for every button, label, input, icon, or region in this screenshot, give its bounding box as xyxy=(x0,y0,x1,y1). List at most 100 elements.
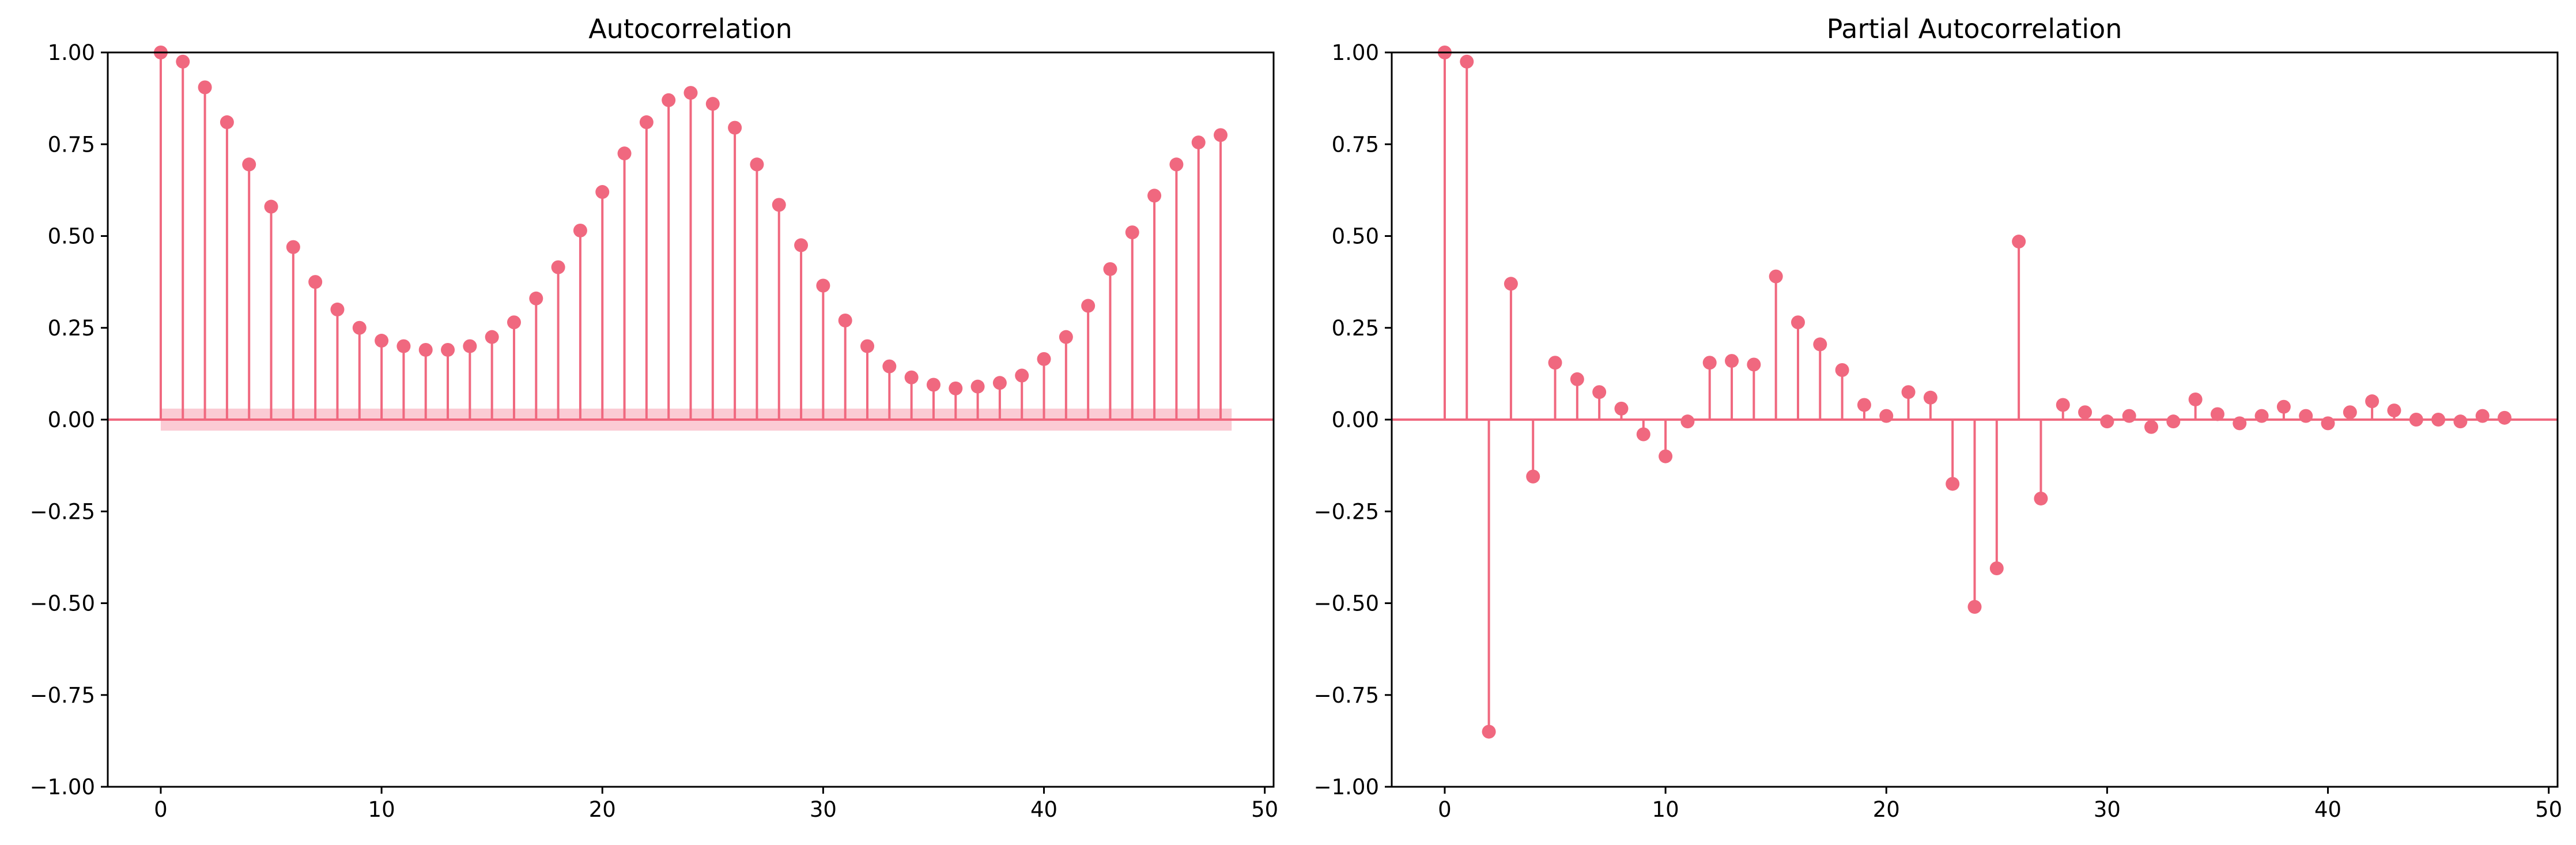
pacf-point xyxy=(1901,385,1916,399)
pacf-point xyxy=(1614,401,1629,416)
acf-point xyxy=(1169,157,1184,172)
pacf-y-tick-label: −0.50 xyxy=(1314,591,1379,616)
pacf-point xyxy=(2056,398,2070,412)
pacf-panel: Partial Autocorrelation 0 10 20 30 40 50 1.00… xyxy=(1314,13,2563,822)
pacf-point xyxy=(1857,398,1871,412)
acf-y-tick-label: −0.25 xyxy=(30,499,95,524)
pacf-y-tick-label: 0.00 xyxy=(1332,408,1379,432)
pacf-x-tick-label: 40 xyxy=(2314,797,2341,822)
pacf-point xyxy=(2453,414,2468,429)
pacf-point xyxy=(1923,390,1937,405)
acf-point xyxy=(375,334,389,348)
acf-point xyxy=(1015,368,1029,383)
pacf-point xyxy=(2431,413,2446,427)
acf-point xyxy=(176,54,190,69)
acf-point xyxy=(750,157,764,172)
acf-y-axis: 1.00 0.75 0.50 0.25 0.00 −0.25 −0.50 −0.75 −1.00 xyxy=(30,40,108,799)
pacf-y-tick-label: 0.75 xyxy=(1332,132,1379,157)
pacf-point xyxy=(1482,725,1496,739)
pacf-point xyxy=(2387,403,2401,418)
pacf-point xyxy=(1659,449,1673,463)
pacf-stems-layer xyxy=(1392,46,2558,739)
pacf-point xyxy=(1946,477,1960,491)
pacf-point xyxy=(1636,427,1650,442)
acf-point xyxy=(1191,135,1206,150)
pacf-x-tick-label: 30 xyxy=(2094,797,2121,822)
pacf-x-tick-label: 10 xyxy=(1652,797,1679,822)
acf-y-tick-label: 0.25 xyxy=(48,316,95,341)
acf-x-tick-label: 30 xyxy=(810,797,837,822)
acf-point xyxy=(264,199,278,214)
acf-point xyxy=(220,115,234,130)
pacf-point xyxy=(2166,414,2181,429)
pacf-point xyxy=(2188,392,2203,406)
acf-point xyxy=(529,291,543,305)
pacf-point xyxy=(1791,315,1805,330)
acf-point xyxy=(949,381,963,395)
pacf-point xyxy=(2365,394,2379,409)
pacf-point xyxy=(2034,491,2048,506)
acf-point xyxy=(1125,225,1139,240)
pacf-point xyxy=(1813,337,1827,352)
acf-point xyxy=(308,275,323,289)
acf-point xyxy=(1059,330,1073,344)
acf-point xyxy=(683,86,698,100)
acf-point xyxy=(639,115,654,130)
acf-y-tick-label: 0.50 xyxy=(48,224,95,249)
pacf-point xyxy=(2254,409,2269,423)
acf-y-tick-label: −0.50 xyxy=(30,591,95,616)
pacf-x-tick-label: 20 xyxy=(1873,797,1900,822)
acf-y-tick-label: 0.75 xyxy=(48,132,95,157)
pacf-point xyxy=(2210,407,2224,421)
pacf-point xyxy=(1989,561,2004,575)
pacf-y-tick-label: 0.25 xyxy=(1332,316,1379,341)
acf-point xyxy=(882,359,897,374)
acf-point xyxy=(1037,352,1051,366)
acf-stems-layer xyxy=(108,46,1274,421)
acf-point xyxy=(573,223,587,237)
acf-y-tick-label: 1.00 xyxy=(48,40,95,65)
pacf-point xyxy=(2012,235,2026,249)
acf-point xyxy=(662,93,676,107)
pacf-y-tick-label: −0.75 xyxy=(1314,683,1379,708)
acf-point xyxy=(794,238,809,252)
pacf-point xyxy=(1570,372,1584,386)
pacf-point xyxy=(1680,414,1695,429)
acf-point xyxy=(352,320,367,335)
acf-point xyxy=(992,376,1007,390)
pacf-x-axis: 0 10 20 30 40 50 xyxy=(1438,787,2562,822)
acf-point xyxy=(330,302,345,316)
acf-point xyxy=(198,80,212,95)
acf-y-tick-label: 0.00 xyxy=(48,408,95,432)
pacf-point xyxy=(2122,409,2136,423)
pacf-point xyxy=(2321,416,2335,431)
acf-point xyxy=(772,198,786,212)
pacf-point xyxy=(2299,409,2313,423)
acf-point xyxy=(242,157,256,172)
pacf-point xyxy=(2144,420,2159,434)
acf-point xyxy=(463,339,477,353)
acf-point xyxy=(904,370,919,384)
acf-point xyxy=(396,339,411,353)
acf-x-tick-label: 10 xyxy=(368,797,395,822)
acf-y-tick-label: −0.75 xyxy=(30,683,95,708)
pacf-point xyxy=(1460,54,1474,69)
pacf-point xyxy=(1504,277,1518,291)
pacf-point xyxy=(1879,409,1894,423)
acf-point xyxy=(617,146,632,161)
pacf-x-tick-label: 0 xyxy=(1438,797,1452,822)
acf-point xyxy=(1214,128,1228,142)
acf-point xyxy=(838,314,852,328)
pacf-point xyxy=(1835,363,1849,378)
acf-point xyxy=(441,342,455,357)
pacf-title: Partial Autocorrelation xyxy=(1827,13,2122,44)
acf-point xyxy=(286,240,300,254)
pacf-x-tick-label: 50 xyxy=(2535,797,2562,822)
pacf-y-axis: 1.00 0.75 0.50 0.25 0.00 −0.25 −0.50 −0.75 −1.00 xyxy=(1314,40,1392,799)
pacf-point xyxy=(1702,356,1717,370)
pacf-point xyxy=(1725,354,1739,368)
pacf-point xyxy=(2078,405,2092,420)
pacf-point xyxy=(2343,405,2357,420)
acf-x-tick-label: 0 xyxy=(154,797,168,822)
acf-point xyxy=(728,120,742,135)
